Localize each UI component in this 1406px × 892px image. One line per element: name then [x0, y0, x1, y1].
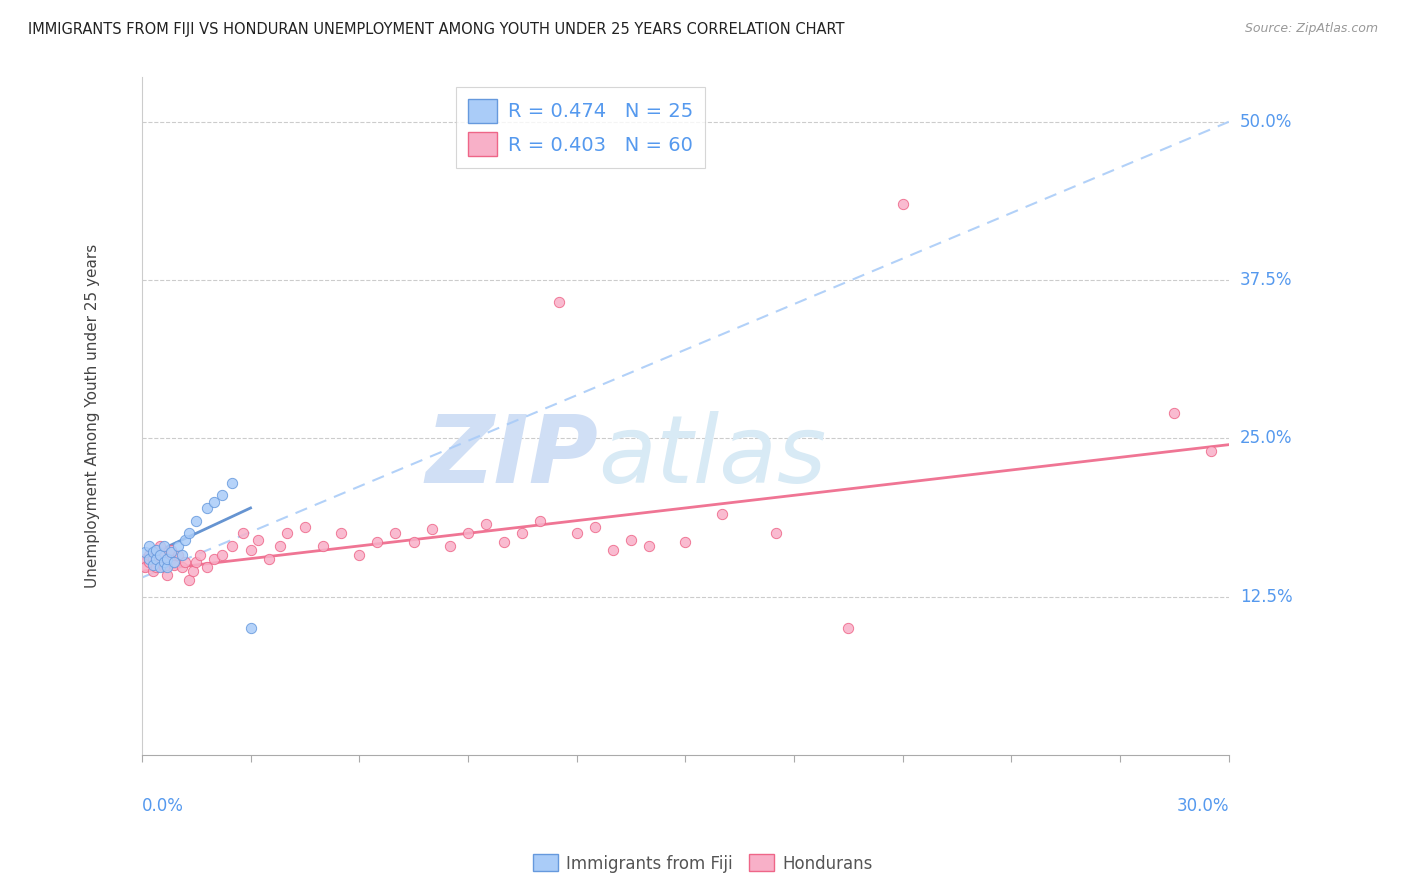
- Point: [167, 548, 190, 562]
- Point: [294, 520, 316, 534]
- Point: [142, 564, 165, 578]
- Point: [232, 526, 254, 541]
- Point: [174, 556, 197, 570]
- Point: [638, 539, 661, 553]
- Point: [138, 556, 160, 570]
- Point: [246, 533, 269, 547]
- Point: [891, 197, 914, 211]
- Point: [145, 551, 167, 566]
- Point: [765, 526, 787, 541]
- Point: [145, 545, 167, 559]
- Point: [202, 551, 225, 566]
- Legend: R = 0.474   N = 25, R = 0.403   N = 60: R = 0.474 N = 25, R = 0.403 N = 60: [456, 87, 706, 168]
- Point: [149, 556, 172, 570]
- Point: [163, 556, 186, 570]
- Point: [134, 545, 156, 559]
- Point: [529, 514, 551, 528]
- Point: [276, 526, 298, 541]
- Point: [1163, 406, 1185, 420]
- Text: Source: ZipAtlas.com: Source: ZipAtlas.com: [1244, 22, 1378, 36]
- Text: 25.0%: 25.0%: [1240, 429, 1292, 447]
- Point: [211, 548, 233, 562]
- Point: [475, 517, 498, 532]
- Legend: Immigrants from Fiji, Hondurans: Immigrants from Fiji, Hondurans: [526, 847, 880, 880]
- Point: [177, 573, 200, 587]
- Point: [156, 568, 179, 582]
- Point: [142, 558, 165, 572]
- Point: [269, 539, 291, 553]
- Point: [439, 539, 461, 553]
- Point: [221, 539, 243, 553]
- Point: [152, 539, 174, 553]
- Point: [620, 533, 643, 547]
- Point: [547, 294, 569, 309]
- Point: [565, 526, 588, 541]
- Point: [221, 475, 243, 490]
- Point: [152, 548, 174, 562]
- Point: [170, 548, 193, 562]
- Point: [177, 526, 200, 541]
- Point: [181, 564, 204, 578]
- Text: 30.0%: 30.0%: [1177, 797, 1229, 814]
- Point: [186, 556, 208, 570]
- Point: [1199, 444, 1222, 458]
- Text: 12.5%: 12.5%: [1240, 588, 1292, 606]
- Point: [188, 548, 211, 562]
- Point: [457, 526, 479, 541]
- Point: [134, 551, 156, 566]
- Point: [170, 560, 193, 574]
- Point: [174, 533, 197, 547]
- Point: [239, 542, 262, 557]
- Point: [156, 551, 179, 566]
- Point: [152, 560, 174, 574]
- Point: [202, 494, 225, 508]
- Point: [142, 545, 165, 559]
- Point: [159, 551, 181, 566]
- Text: Unemployment Among Youth under 25 years: Unemployment Among Youth under 25 years: [86, 244, 100, 589]
- Point: [138, 548, 160, 562]
- Point: [366, 535, 388, 549]
- Text: 0.0%: 0.0%: [142, 797, 184, 814]
- Point: [257, 551, 280, 566]
- Point: [134, 560, 156, 574]
- Text: IMMIGRANTS FROM FIJI VS HONDURAN UNEMPLOYMENT AMONG YOUTH UNDER 25 YEARS CORRELA: IMMIGRANTS FROM FIJI VS HONDURAN UNEMPLO…: [28, 22, 845, 37]
- Point: [673, 535, 696, 549]
- Text: ZIP: ZIP: [426, 411, 599, 503]
- Point: [384, 526, 406, 541]
- Point: [149, 539, 172, 553]
- Point: [583, 520, 606, 534]
- Point: [152, 556, 174, 570]
- Text: 50.0%: 50.0%: [1240, 112, 1292, 131]
- Point: [145, 542, 167, 557]
- Point: [142, 551, 165, 566]
- Point: [239, 621, 262, 635]
- Point: [494, 535, 516, 549]
- Point: [138, 539, 160, 553]
- Point: [330, 526, 353, 541]
- Point: [156, 560, 179, 574]
- Point: [312, 539, 335, 553]
- Text: atlas: atlas: [599, 411, 827, 502]
- Point: [420, 523, 443, 537]
- Point: [602, 542, 624, 557]
- Point: [186, 514, 208, 528]
- Point: [159, 542, 181, 557]
- Point: [149, 560, 172, 574]
- Point: [159, 545, 181, 559]
- Point: [211, 488, 233, 502]
- Text: 37.5%: 37.5%: [1240, 271, 1292, 289]
- Point: [349, 548, 371, 562]
- Point: [167, 539, 190, 553]
- Point: [149, 548, 172, 562]
- Point: [163, 558, 186, 572]
- Point: [402, 535, 425, 549]
- Point: [195, 500, 218, 515]
- Point: [837, 621, 859, 635]
- Point: [145, 560, 167, 574]
- Point: [195, 560, 218, 574]
- Point: [138, 551, 160, 566]
- Point: [510, 526, 533, 541]
- Point: [710, 508, 733, 522]
